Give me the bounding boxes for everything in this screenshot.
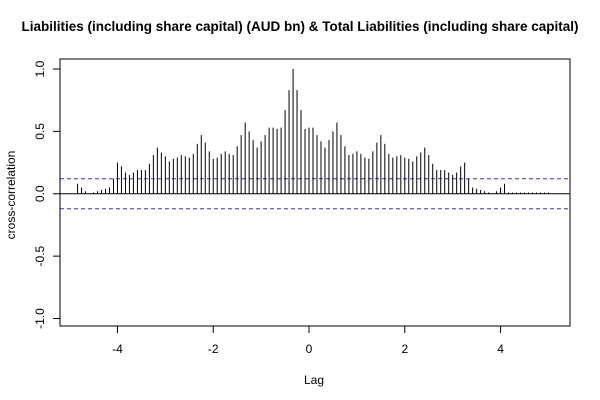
y-tick-label: -1.0 — [33, 308, 47, 329]
y-tick-label: -0.5 — [33, 245, 47, 266]
y-tick-label: 0.5 — [33, 123, 47, 140]
x-axis: -4 -2 0 2 4 — [112, 325, 504, 356]
x-tick-label: 4 — [497, 342, 504, 356]
plot-area — [59, 58, 571, 327]
x-tick-label: -2 — [208, 342, 219, 356]
x-tick-label: -4 — [112, 342, 123, 356]
y-tick-label: 1.0 — [33, 60, 47, 77]
y-axis: -1.0 -0.5 0.0 0.5 1.0 — [33, 60, 61, 329]
ccf-bars — [77, 68, 549, 194]
y-tick-label: 0.0 — [33, 185, 47, 202]
x-tick-label: 0 — [306, 342, 313, 356]
x-axis-label: Lag — [304, 373, 324, 387]
y-axis-label: cross-correlation — [4, 151, 18, 240]
plot-frame — [59, 58, 571, 327]
x-tick-label: 2 — [401, 342, 408, 356]
chart-title: Liabilities (including share capital) (A… — [21, 19, 578, 34]
